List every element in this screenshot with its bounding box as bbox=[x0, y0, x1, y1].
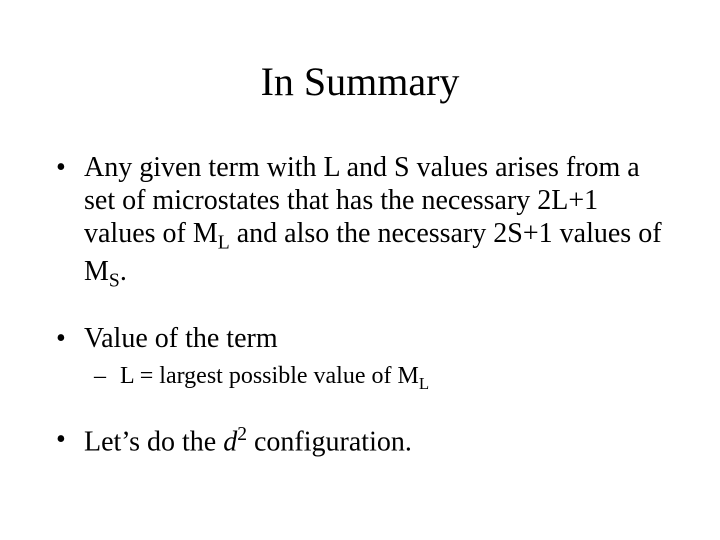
bullet-3: Let’s do the d2 configuration. bbox=[50, 423, 670, 458]
bullet-2-sublist: L = largest possible value of ML bbox=[84, 362, 670, 394]
bullet-2-sub-1-subscript: L bbox=[419, 373, 429, 392]
bullet-2: Value of the term L = largest possible v… bbox=[50, 322, 670, 393]
bullet-1: Any given term with L and S values arise… bbox=[50, 151, 670, 292]
bullet-3-sup-2: 2 bbox=[237, 424, 247, 445]
bullet-1-sub-S: S bbox=[109, 270, 120, 291]
bullet-list: Any given term with L and S values arise… bbox=[50, 151, 670, 459]
bullet-3-text-b: configuration. bbox=[247, 427, 412, 458]
bullet-3-italic-d: d bbox=[223, 427, 237, 458]
bullet-1-text-c: . bbox=[120, 256, 127, 287]
bullet-1-sub-L: L bbox=[218, 233, 230, 254]
bullet-2-text: Value of the term bbox=[84, 323, 278, 354]
slide-title: In Summary bbox=[50, 58, 670, 105]
slide: In Summary Any given term with L and S v… bbox=[0, 0, 720, 540]
bullet-2-sub-1-text: L = largest possible value of M bbox=[120, 363, 419, 389]
bullet-2-sub-1: L = largest possible value of ML bbox=[92, 362, 670, 394]
bullet-3-text-a: Let’s do the bbox=[84, 427, 223, 458]
